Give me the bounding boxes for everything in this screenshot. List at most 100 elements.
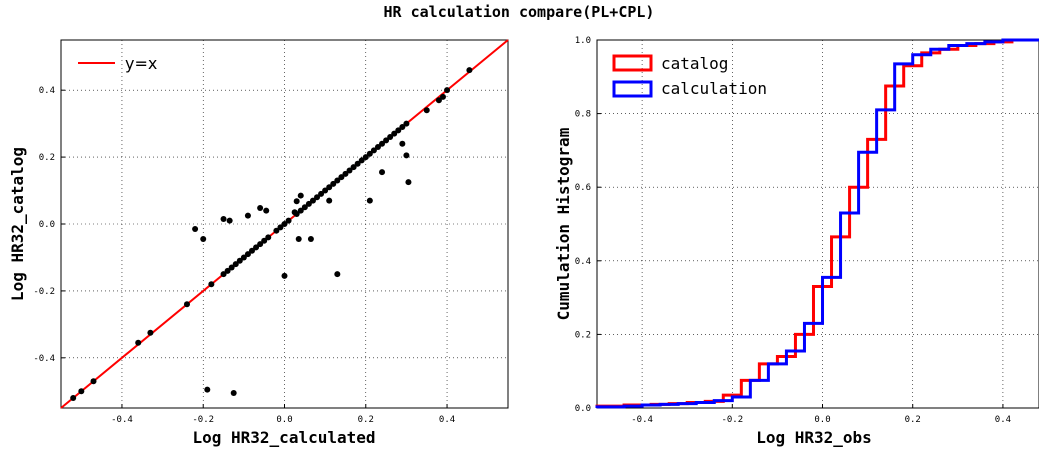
scatter-point bbox=[322, 187, 329, 194]
histogram-ticks: -0.4 -0.2 0.0 0.2 0.4 0.0 0.2 0.4 0.6 0.8 1.0 bbox=[575, 36, 1011, 425]
scatter-point bbox=[314, 194, 321, 201]
histogram-y-tick-label: 0.6 bbox=[575, 183, 591, 193]
histogram-y-tick-label: 1.0 bbox=[575, 36, 591, 46]
scatter-point bbox=[435, 97, 442, 104]
scatter-point bbox=[297, 207, 304, 214]
scatter-ticks: -0.4 -0.2 0.0 0.2 0.4 -0.4 -0.2 0.0 0.2 0.4 bbox=[33, 86, 455, 425]
scatter-point bbox=[403, 120, 410, 127]
scatter-point bbox=[391, 130, 398, 137]
histogram-y-tick-label: 0.2 bbox=[575, 330, 591, 340]
scatter-point bbox=[240, 254, 247, 261]
scatter-point bbox=[403, 152, 410, 159]
scatter-point bbox=[330, 180, 337, 187]
legend-label-catalog: catalog bbox=[661, 54, 728, 73]
scatter-point bbox=[379, 140, 386, 147]
scatter-point bbox=[277, 224, 284, 231]
scatter-point bbox=[230, 389, 237, 396]
scatter-point bbox=[232, 261, 239, 268]
scatter-point bbox=[248, 247, 255, 254]
histogram-series-calculation bbox=[595, 38, 1039, 409]
legend-label-y-equals-x: y=x bbox=[125, 54, 157, 73]
scatter-point bbox=[374, 144, 381, 151]
legend-swatch-catalog bbox=[612, 54, 653, 72]
scatter-point bbox=[70, 394, 77, 401]
scatter-point bbox=[307, 236, 314, 243]
scatter-y-axis-label: Log HR32_catalog bbox=[8, 147, 27, 301]
scatter-legend: y=x bbox=[78, 54, 157, 73]
scatter-points bbox=[70, 67, 473, 401]
scatter-point bbox=[326, 197, 333, 204]
scatter-point bbox=[342, 170, 349, 177]
scatter-point bbox=[244, 212, 251, 219]
scatter-point bbox=[265, 234, 272, 241]
scatter-point bbox=[346, 167, 353, 174]
scatter-x-tick-label: -0.4 bbox=[111, 415, 133, 425]
histogram-x-tick-label: -0.2 bbox=[721, 415, 743, 425]
scatter-point bbox=[90, 378, 97, 385]
scatter-x-tick-label: 0.2 bbox=[358, 415, 374, 425]
scatter-x-axis-label: Log HR32_calculated bbox=[192, 428, 375, 447]
histogram-x-tick-label: 0.0 bbox=[814, 415, 830, 425]
histogram-series bbox=[595, 38, 1039, 409]
histogram-x-tick-label: 0.4 bbox=[995, 415, 1011, 425]
scatter-point bbox=[204, 386, 211, 393]
scatter-point bbox=[295, 236, 302, 243]
histogram-grid bbox=[597, 39, 1039, 409]
scatter-x-tick-label: 0.0 bbox=[276, 415, 292, 425]
scatter-point bbox=[220, 215, 227, 222]
histogram-x-tick-label: 0.2 bbox=[905, 415, 921, 425]
scatter-point bbox=[350, 164, 357, 171]
scatter-point bbox=[224, 267, 231, 274]
scatter-point bbox=[466, 67, 473, 74]
scatter-point bbox=[208, 281, 215, 288]
scatter-point bbox=[200, 236, 207, 243]
scatter-point bbox=[281, 272, 288, 279]
scatter-point bbox=[334, 271, 341, 278]
scatter-y-tick-label: 0.4 bbox=[39, 86, 55, 96]
scatter-point bbox=[220, 271, 227, 278]
scatter-point bbox=[257, 204, 264, 211]
scatter-point bbox=[358, 157, 365, 164]
scatter-point bbox=[257, 241, 264, 248]
scatter-point bbox=[366, 150, 373, 157]
histogram-x-tick-label: -0.4 bbox=[631, 415, 653, 425]
figure-title: HR calculation compare(PL+CPL) bbox=[384, 3, 655, 21]
scatter-point bbox=[192, 226, 199, 233]
scatter-point bbox=[285, 217, 292, 224]
scatter-y-tick-label: -0.2 bbox=[33, 287, 55, 297]
scatter-point bbox=[273, 227, 280, 234]
histogram-y-tick-label: 0.0 bbox=[575, 404, 591, 414]
scatter-point bbox=[228, 264, 235, 271]
scatter-point bbox=[379, 169, 386, 176]
scatter-point bbox=[78, 388, 85, 395]
scatter-point bbox=[354, 160, 361, 167]
scatter-point bbox=[135, 339, 142, 346]
scatter-panel: -0.4 -0.2 0.0 0.2 0.4 -0.4 -0.2 0.0 0.2 0.4 y=x L… bbox=[8, 39, 509, 447]
scatter-point bbox=[334, 177, 341, 184]
scatter-point bbox=[399, 123, 406, 130]
scatter-point bbox=[244, 251, 251, 258]
scatter-y-tick-label: 0.0 bbox=[39, 220, 55, 230]
scatter-point bbox=[326, 184, 333, 191]
scatter-point bbox=[399, 140, 406, 147]
scatter-x-tick-label: -0.2 bbox=[192, 415, 214, 425]
scatter-y-tick-label: 0.2 bbox=[39, 153, 55, 163]
scatter-point bbox=[297, 192, 304, 199]
scatter-point bbox=[444, 87, 451, 94]
histogram-legend: catalog calculation bbox=[612, 54, 767, 98]
scatter-point bbox=[263, 207, 270, 214]
scatter-point bbox=[338, 174, 345, 181]
scatter-point bbox=[236, 257, 243, 264]
scatter-point bbox=[423, 107, 430, 114]
scatter-point bbox=[293, 198, 300, 205]
scatter-point bbox=[362, 154, 369, 161]
scatter-point bbox=[439, 93, 446, 100]
histogram-y-tick-label: 0.8 bbox=[575, 110, 591, 120]
scatter-point bbox=[281, 221, 288, 227]
scatter-point bbox=[305, 200, 312, 207]
scatter-y-tick-label: -0.4 bbox=[33, 354, 55, 364]
scatter-point bbox=[370, 147, 377, 154]
scatter-point bbox=[293, 210, 300, 217]
scatter-point bbox=[366, 197, 373, 204]
